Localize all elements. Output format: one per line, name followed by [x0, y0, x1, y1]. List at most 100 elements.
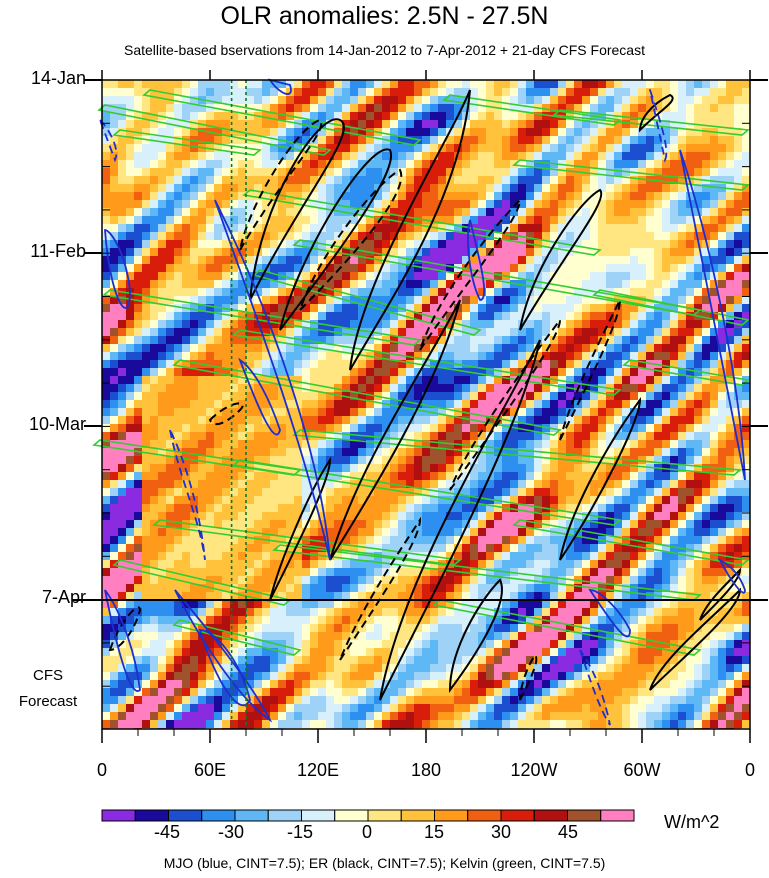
chart-title: OLR anomalies: 2.5N - 27.5N — [220, 2, 549, 30]
heatmap-cell — [526, 136, 535, 145]
heatmap-cell — [446, 168, 455, 177]
heatmap-cell — [670, 104, 679, 113]
heatmap-cell — [278, 544, 287, 553]
heatmap-cell — [158, 552, 167, 561]
heatmap-cell — [670, 272, 679, 281]
heatmap-cell — [134, 232, 143, 241]
heatmap-cell — [486, 544, 495, 553]
heatmap-cell — [270, 432, 279, 441]
heatmap-cell — [470, 520, 479, 529]
heatmap-cell — [142, 560, 151, 569]
heatmap-cell — [286, 480, 295, 489]
heatmap-cell — [574, 264, 583, 273]
heatmap-cell — [462, 128, 471, 137]
heatmap-cell — [374, 328, 383, 337]
heatmap-cell — [286, 136, 295, 145]
heatmap-cell — [190, 120, 199, 129]
heatmap-cell — [366, 512, 375, 521]
heatmap-cell — [230, 464, 239, 473]
heatmap-cell — [734, 312, 743, 321]
heatmap-cell — [294, 496, 303, 505]
heatmap-cell — [486, 120, 495, 129]
heatmap-cell — [366, 104, 375, 113]
heatmap-cell — [134, 536, 143, 545]
heatmap-cell — [566, 320, 575, 329]
heatmap-cell — [102, 112, 111, 121]
heatmap-cell — [374, 536, 383, 545]
heatmap-cell — [422, 424, 431, 433]
heatmap-cell — [654, 480, 663, 489]
heatmap-cell — [270, 552, 279, 561]
heatmap-cell — [174, 120, 183, 129]
heatmap-cell — [358, 208, 367, 217]
heatmap-cell — [502, 328, 511, 337]
heatmap-cell — [182, 512, 191, 521]
heatmap-cell — [350, 240, 359, 249]
heatmap-cell — [342, 408, 351, 417]
heatmap-cell — [630, 520, 639, 529]
heatmap-cell — [574, 376, 583, 385]
heatmap-cell — [590, 544, 599, 553]
heatmap-cell — [214, 80, 223, 89]
heatmap-cell — [510, 192, 519, 201]
heatmap-cell — [270, 368, 279, 377]
heatmap-cell — [470, 528, 479, 537]
heatmap-cell — [486, 136, 495, 145]
heatmap-cell — [574, 152, 583, 161]
heatmap-cell — [230, 304, 239, 313]
heatmap-cell — [390, 256, 399, 265]
heatmap-cell — [614, 184, 623, 193]
heatmap-cell — [118, 168, 127, 177]
heatmap-cell — [526, 392, 535, 401]
heatmap-cell — [126, 352, 135, 361]
heatmap-cell — [390, 152, 399, 161]
heatmap-cell — [598, 504, 607, 513]
heatmap-cell — [726, 560, 735, 569]
heatmap-cell — [318, 96, 327, 105]
heatmap-cell — [478, 168, 487, 177]
heatmap-cell — [374, 232, 383, 241]
heatmap-cell — [654, 288, 663, 297]
heatmap-cell — [734, 552, 743, 561]
heatmap-cell — [742, 512, 751, 521]
heatmap-cell — [646, 224, 655, 233]
heatmap-cell — [414, 240, 423, 249]
heatmap-cell — [606, 344, 615, 353]
heatmap-cell — [694, 112, 703, 121]
heatmap-cell — [206, 480, 215, 489]
heatmap-cell — [438, 168, 447, 177]
heatmap-cell — [398, 128, 407, 137]
heatmap-cell — [398, 248, 407, 257]
heatmap-cell — [230, 240, 239, 249]
heatmap-cell — [454, 504, 463, 513]
heatmap-cell — [598, 408, 607, 417]
heatmap-cell — [694, 232, 703, 241]
heatmap-cell — [134, 568, 143, 577]
heatmap-cell — [278, 552, 287, 561]
heatmap-cell — [126, 536, 135, 545]
heatmap-cell — [662, 256, 671, 265]
heatmap-cell — [718, 368, 727, 377]
heatmap-cell — [198, 232, 207, 241]
heatmap-cell — [438, 160, 447, 169]
heatmap-cell — [654, 504, 663, 513]
heatmap-cell — [158, 296, 167, 305]
heatmap-cell — [670, 280, 679, 289]
heatmap-cell — [214, 88, 223, 97]
heatmap-cell — [182, 560, 191, 569]
heatmap-cell — [582, 352, 591, 361]
heatmap-cell — [166, 336, 175, 345]
heatmap-cell — [102, 320, 111, 329]
heatmap-cell — [342, 120, 351, 129]
heatmap-cell — [310, 480, 319, 489]
heatmap-cell — [382, 288, 391, 297]
heatmap-cell — [358, 408, 367, 417]
heatmap-cell — [558, 400, 567, 409]
heatmap-cell — [126, 504, 135, 513]
heatmap-cell — [350, 80, 359, 89]
heatmap-cell — [542, 312, 551, 321]
heatmap-cell — [550, 232, 559, 241]
heatmap-cell — [654, 536, 663, 545]
heatmap-cell — [574, 216, 583, 225]
heatmap-cell — [702, 128, 711, 137]
